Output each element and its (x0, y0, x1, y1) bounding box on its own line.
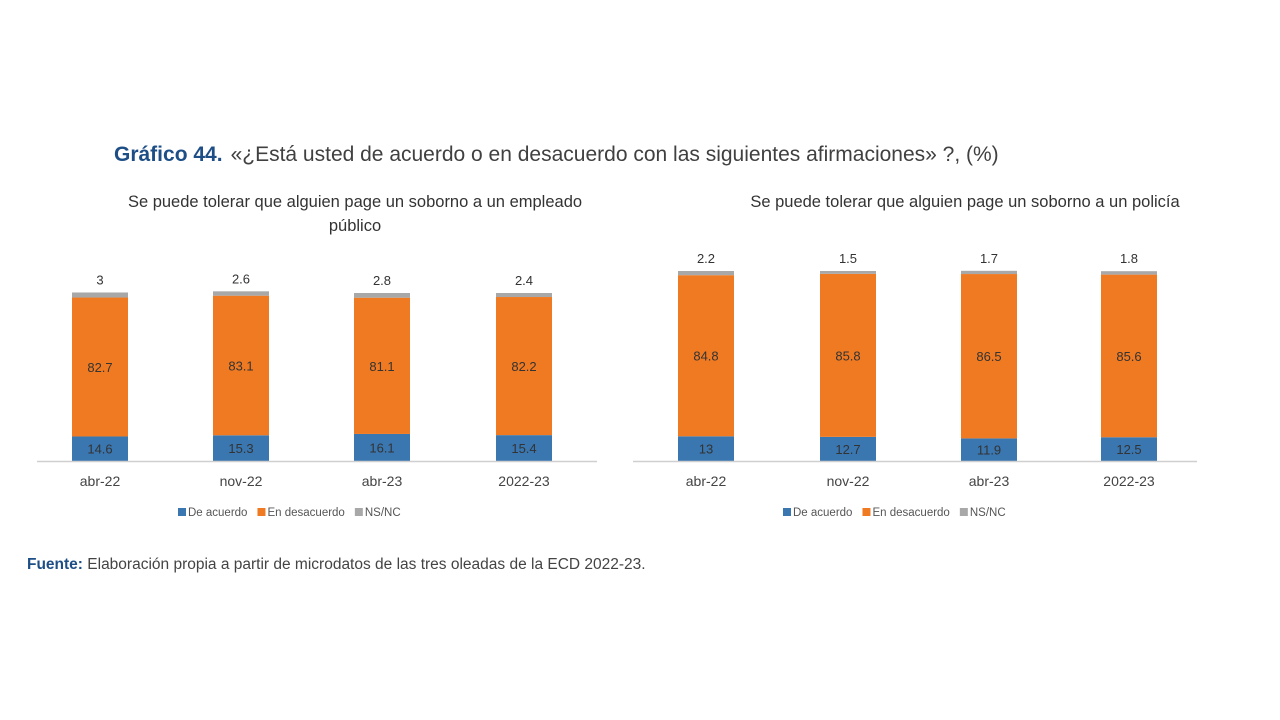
x-tick-label: nov-22 (827, 473, 870, 489)
figure-number: Gráfico 44. (114, 143, 223, 166)
bar-de-acuerdo-abr-22 (678, 436, 734, 461)
bar-en-desacuerdo-abr-22 (678, 275, 734, 437)
bar-en-desacuerdo-abr-22 (72, 297, 128, 437)
bar-de-acuerdo-2022-23 (1101, 437, 1157, 461)
bar-de-acuerdo-2022-23 (496, 435, 552, 461)
x-tick-label: abr-23 (969, 473, 1010, 489)
bar-en-desacuerdo-nov-22 (213, 295, 269, 436)
legend-item: De acuerdo (793, 507, 852, 519)
legend-swatch-2 (354, 508, 363, 516)
data-label: 2.6 (232, 271, 250, 286)
source-text: Elaboración propia a partir de microdato… (87, 556, 646, 573)
source-label: Fuente: (27, 556, 83, 573)
data-label: 12.7 (835, 442, 860, 457)
data-label: 1.5 (839, 251, 857, 266)
legend-item: NS/NC (970, 507, 1006, 519)
x-tick-label: abr-22 (686, 473, 727, 489)
bar-ns-nc-abr-22 (678, 271, 734, 276)
bar-ns-nc-abr-23 (961, 270, 1017, 275)
bar-ns-nc-nov-22 (820, 271, 876, 274)
data-label: 82.2 (511, 359, 536, 374)
legend-swatch-0 (783, 508, 791, 516)
legend-item: En desacuerdo (872, 507, 949, 519)
bar-en-desacuerdo-nov-22 (820, 273, 876, 437)
data-label: 85.8 (835, 348, 860, 363)
x-tick-label: 2022-23 (1103, 473, 1155, 489)
bar-en-desacuerdo-abr-23 (354, 297, 410, 434)
data-label: 16.1 (369, 440, 394, 455)
bar-de-acuerdo-abr-23 (354, 433, 410, 461)
legend-swatch-0 (178, 508, 186, 516)
bar-de-acuerdo-abr-22 (72, 436, 128, 461)
figure-title: Gráfico 44. «¿Está usted de acuerdo o en … (114, 143, 999, 167)
bar-en-desacuerdo-2022-23 (1101, 274, 1157, 438)
chart-1-empleado-publico: 14.6 82.7 3 abr-22 15.3 83.1 2.6 nov-22 16.1 81.1… (37, 271, 597, 519)
chart-2-title: Se puede tolerar que alguien page un sob… (750, 193, 1180, 211)
legend-swatch-2 (959, 508, 968, 516)
data-label: 82.7 (87, 360, 112, 375)
legend-swatch-1 (862, 508, 871, 516)
chart-1-title: Se puede tolerar que alguien page un sob… (127, 193, 583, 235)
source-note: Fuente: Elaboración propia a partir de m… (27, 556, 646, 574)
data-label: 86.5 (976, 349, 1001, 364)
data-label: 1.8 (1120, 251, 1138, 266)
data-label: 12.5 (1116, 442, 1141, 457)
bar-ns-nc-2022-23 (496, 293, 552, 298)
bar-ns-nc-nov-22 (213, 291, 269, 296)
x-tick-label: nov-22 (220, 473, 263, 489)
data-label: 15.3 (228, 441, 253, 456)
legend-item: NS/NC (365, 507, 401, 519)
figure-question: «¿Está usted de acuerdo o en desacuerdo … (230, 143, 999, 166)
bar-ns-nc-abr-23 (354, 293, 410, 298)
bar-de-acuerdo-nov-22 (213, 435, 269, 461)
legend-item: En desacuerdo (267, 507, 344, 519)
x-tick-label: 2022-23 (498, 473, 550, 489)
data-label: 13 (699, 442, 713, 457)
data-label: 83.1 (228, 358, 253, 373)
x-tick-label: abr-23 (362, 473, 403, 489)
data-label: 81.1 (369, 359, 394, 374)
chart-2-policia: 13 84.8 2.2 abr-22 12.7 85.8 1.5 nov-22 11.9 86.5… (633, 251, 1197, 519)
data-label: 15.4 (511, 441, 536, 456)
data-label: 2.2 (697, 251, 715, 266)
data-label: 2.8 (373, 273, 391, 288)
bar-ns-nc-abr-22 (72, 292, 128, 298)
bar-de-acuerdo-abr-23 (961, 438, 1017, 461)
data-label: 84.8 (693, 349, 718, 364)
legend-item: De acuerdo (188, 507, 247, 519)
x-tick-label: abr-22 (80, 473, 121, 489)
data-label: 11.9 (977, 443, 1001, 458)
data-label: 2.4 (515, 273, 533, 288)
data-label: 1.7 (980, 251, 998, 266)
bar-de-acuerdo-nov-22 (820, 436, 876, 461)
legend-swatch-1 (257, 508, 266, 516)
bar-en-desacuerdo-2022-23 (496, 297, 552, 436)
data-label: 14.6 (87, 442, 112, 457)
bar-ns-nc-2022-23 (1101, 271, 1157, 275)
data-label: 85.6 (1116, 349, 1141, 364)
data-label: 3 (96, 272, 103, 287)
bar-en-desacuerdo-abr-23 (961, 274, 1017, 439)
